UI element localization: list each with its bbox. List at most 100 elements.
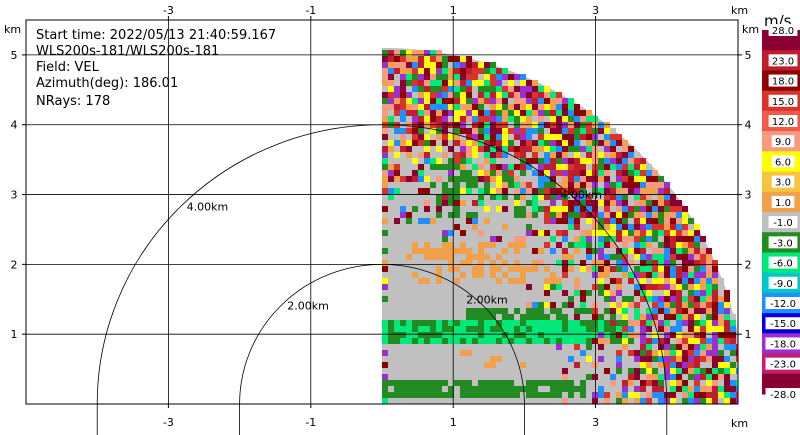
field-cell xyxy=(526,272,532,278)
field-cell xyxy=(592,170,598,176)
field-cell xyxy=(682,302,688,308)
field-cell xyxy=(694,380,700,386)
field-cell xyxy=(592,152,598,158)
field-cell xyxy=(580,110,586,116)
field-cell xyxy=(682,266,688,272)
field-cell xyxy=(424,68,430,74)
field-cell xyxy=(730,392,736,398)
field-cell xyxy=(538,200,544,206)
field-cell xyxy=(412,332,418,338)
field-cell xyxy=(544,92,550,98)
field-cell xyxy=(574,386,580,392)
field-cell xyxy=(568,278,574,284)
field-cell xyxy=(466,110,472,116)
field-cell xyxy=(688,362,694,368)
field-cell xyxy=(658,338,664,344)
x-tick-label-top: -3 xyxy=(163,4,174,17)
field-cell xyxy=(706,248,712,254)
field-cell xyxy=(682,212,688,218)
field-cell xyxy=(532,92,538,98)
field-cell xyxy=(622,302,628,308)
field-cell xyxy=(454,332,460,338)
field-cell xyxy=(556,170,562,176)
colorbar-label-bg xyxy=(771,175,795,188)
field-cell xyxy=(706,308,712,314)
field-cell xyxy=(430,80,436,86)
field-cell xyxy=(406,104,412,110)
field-cell xyxy=(592,140,598,146)
field-cell xyxy=(652,254,658,260)
y-unit-left: km xyxy=(4,23,21,36)
field-cell xyxy=(688,260,694,266)
field-cell xyxy=(514,146,520,152)
field-cell xyxy=(496,320,502,326)
field-cell xyxy=(706,332,712,338)
colorbar-label: 15.0 xyxy=(772,97,794,108)
field-cell xyxy=(466,218,472,224)
field-cell xyxy=(592,398,598,404)
field-cell xyxy=(532,206,538,212)
field-cell xyxy=(718,308,724,314)
field-cell xyxy=(424,116,430,122)
field-cell xyxy=(634,320,640,326)
field-cell xyxy=(430,278,436,284)
field-cell xyxy=(634,242,640,248)
field-cell xyxy=(538,164,544,170)
field-cell xyxy=(694,374,700,380)
field-cell xyxy=(400,134,406,140)
field-cell xyxy=(562,128,568,134)
field-cell xyxy=(682,338,688,344)
field-cell xyxy=(508,128,514,134)
field-cell xyxy=(502,92,508,98)
field-cell xyxy=(502,152,508,158)
field-cell xyxy=(580,380,586,386)
field-cell xyxy=(574,248,580,254)
field-cell xyxy=(568,314,574,320)
y-unit-right: km xyxy=(742,23,759,36)
field-cell xyxy=(676,224,682,230)
field-cell xyxy=(496,248,502,254)
field-cell xyxy=(568,218,574,224)
radar-name: WLS200s-181/WLS200s-181 xyxy=(36,44,219,59)
field-cell xyxy=(436,104,442,110)
field-cell xyxy=(634,230,640,236)
field-cell xyxy=(472,146,478,152)
field-cell xyxy=(442,62,448,68)
field-cell xyxy=(502,140,508,146)
field-cell xyxy=(688,278,694,284)
field-cell xyxy=(400,182,406,188)
field-cell xyxy=(646,206,652,212)
field-cell xyxy=(418,116,424,122)
field-cell xyxy=(508,74,514,80)
field-cell xyxy=(550,332,556,338)
field-cell xyxy=(508,92,514,98)
field-cell xyxy=(382,140,388,146)
field-cell xyxy=(484,206,490,212)
field-cell xyxy=(652,380,658,386)
field-cell xyxy=(472,128,478,134)
field-cell xyxy=(532,260,538,266)
field-cell xyxy=(544,308,550,314)
field-cell xyxy=(478,314,484,320)
field-cell xyxy=(508,278,514,284)
field-cell xyxy=(394,62,400,68)
field-cell xyxy=(478,62,484,68)
field-cell xyxy=(718,296,724,302)
field-cell xyxy=(460,128,466,134)
field-cell xyxy=(634,224,640,230)
field-cell xyxy=(616,182,622,188)
field-cell xyxy=(496,74,502,80)
field-cell xyxy=(406,386,412,392)
field-cell xyxy=(706,302,712,308)
field-cell xyxy=(598,344,604,350)
field-cell xyxy=(484,362,490,368)
field-cell xyxy=(484,308,490,314)
field-cell xyxy=(574,194,580,200)
field-cell xyxy=(556,188,562,194)
colorbar-label-bg xyxy=(768,256,798,269)
field-cell xyxy=(454,62,460,68)
field-cell xyxy=(622,296,628,302)
field-cell xyxy=(646,260,652,266)
field-cell xyxy=(700,356,706,362)
field-cell xyxy=(556,110,562,116)
